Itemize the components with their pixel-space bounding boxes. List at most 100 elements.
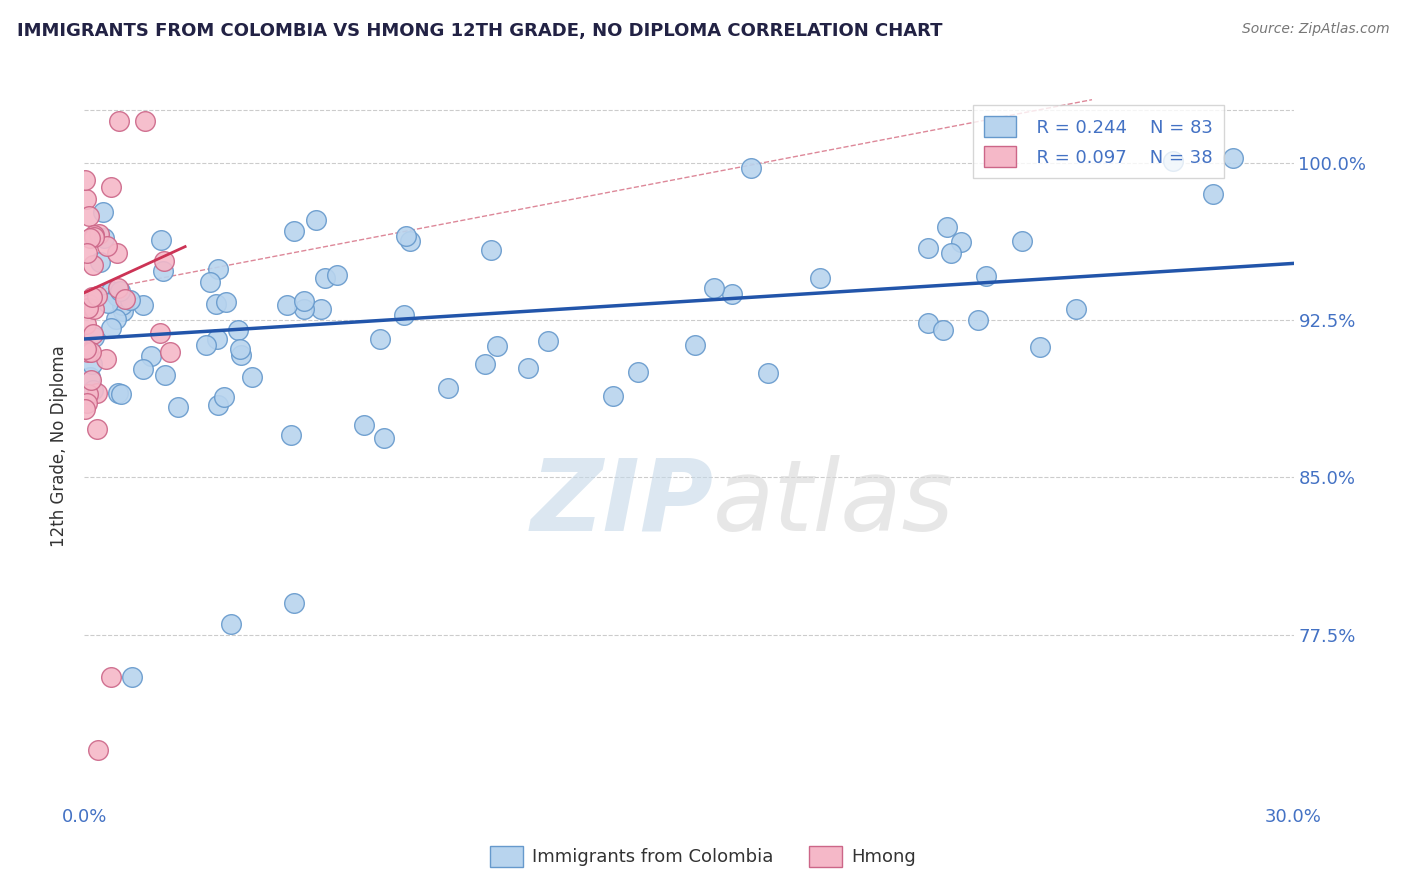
Point <box>152 264 174 278</box>
Point <box>292 302 315 317</box>
Point <box>83 227 105 242</box>
Point <box>77 345 100 359</box>
Point <box>75 401 97 416</box>
Text: ZIP: ZIP <box>530 455 713 551</box>
Point <box>79 369 101 384</box>
Point <box>132 298 155 312</box>
Point <box>936 220 959 235</box>
Point <box>917 316 939 330</box>
Point <box>436 381 458 395</box>
Point <box>516 360 538 375</box>
Point <box>114 292 136 306</box>
Point <box>205 297 228 311</box>
Point <box>292 293 315 308</box>
Point <box>240 370 263 384</box>
Point <box>479 243 502 257</box>
Point <box>198 276 221 290</box>
Point <box>100 179 122 194</box>
Point <box>105 289 128 303</box>
Point <box>226 322 249 336</box>
Point <box>134 113 156 128</box>
Point <box>87 227 110 242</box>
Point <box>283 596 305 610</box>
Point <box>207 261 229 276</box>
Point <box>373 431 395 445</box>
Point <box>1029 340 1052 354</box>
Point <box>314 271 336 285</box>
Point <box>740 161 762 176</box>
Point <box>276 298 298 312</box>
Text: IMMIGRANTS FROM COLOMBIA VS HMONG 12TH GRADE, NO DIPLOMA CORRELATION CHART: IMMIGRANTS FROM COLOMBIA VS HMONG 12TH G… <box>17 22 942 40</box>
Point <box>93 231 115 245</box>
Point <box>86 422 108 436</box>
Point <box>96 238 118 252</box>
Point <box>108 113 131 128</box>
Point <box>104 312 127 326</box>
Point <box>394 308 416 322</box>
Point <box>1066 302 1088 317</box>
Text: atlas: atlas <box>713 455 955 551</box>
Point <box>149 233 172 247</box>
Point <box>207 398 229 412</box>
Point <box>107 386 129 401</box>
Point <box>228 343 250 357</box>
Point <box>96 351 118 366</box>
Point <box>309 302 332 317</box>
Point <box>159 345 181 359</box>
Point <box>76 387 98 401</box>
Point <box>149 326 172 340</box>
Point <box>82 258 104 272</box>
Point <box>120 293 142 308</box>
Point <box>132 361 155 376</box>
Point <box>215 294 238 309</box>
Point <box>917 241 939 255</box>
Point <box>86 386 108 401</box>
Point <box>370 332 392 346</box>
Point <box>87 743 110 757</box>
Point <box>326 268 349 282</box>
Point <box>395 229 418 244</box>
Point <box>100 670 122 684</box>
Y-axis label: 12th Grade, No Diploma: 12th Grade, No Diploma <box>51 345 69 547</box>
Point <box>305 213 328 227</box>
Point <box>110 387 132 401</box>
Point <box>808 271 831 285</box>
Legend:   R = 0.244    N = 83,   R = 0.097    N = 38: R = 0.244 N = 83, R = 0.097 N = 38 <box>973 105 1225 178</box>
Point <box>967 313 990 327</box>
Point <box>79 345 101 359</box>
Point <box>100 320 122 334</box>
Point <box>167 401 190 415</box>
Point <box>939 245 962 260</box>
Point <box>214 390 236 404</box>
Point <box>283 224 305 238</box>
Point <box>720 287 742 301</box>
Point <box>76 245 98 260</box>
Point <box>100 284 122 298</box>
Point <box>111 304 134 318</box>
Legend: Immigrants from Colombia, Hmong: Immigrants from Colombia, Hmong <box>484 838 922 874</box>
Point <box>79 230 101 244</box>
Point <box>931 323 953 337</box>
Point <box>111 298 134 312</box>
Point <box>91 205 114 219</box>
Point <box>280 427 302 442</box>
Point <box>75 172 97 186</box>
Point <box>1202 187 1225 202</box>
Point <box>485 339 508 353</box>
Point <box>1011 234 1033 248</box>
Point <box>194 338 217 352</box>
Point <box>602 389 624 403</box>
Text: Source: ZipAtlas.com: Source: ZipAtlas.com <box>1241 22 1389 37</box>
Point <box>82 327 104 342</box>
Point <box>756 366 779 380</box>
Point <box>105 246 128 260</box>
Point <box>76 396 98 410</box>
Point <box>86 289 108 303</box>
Point <box>77 301 100 316</box>
Point <box>89 254 111 268</box>
Point <box>1222 152 1244 166</box>
Point <box>75 192 97 206</box>
Point <box>974 268 997 283</box>
Point <box>153 253 176 268</box>
Point <box>107 280 129 294</box>
